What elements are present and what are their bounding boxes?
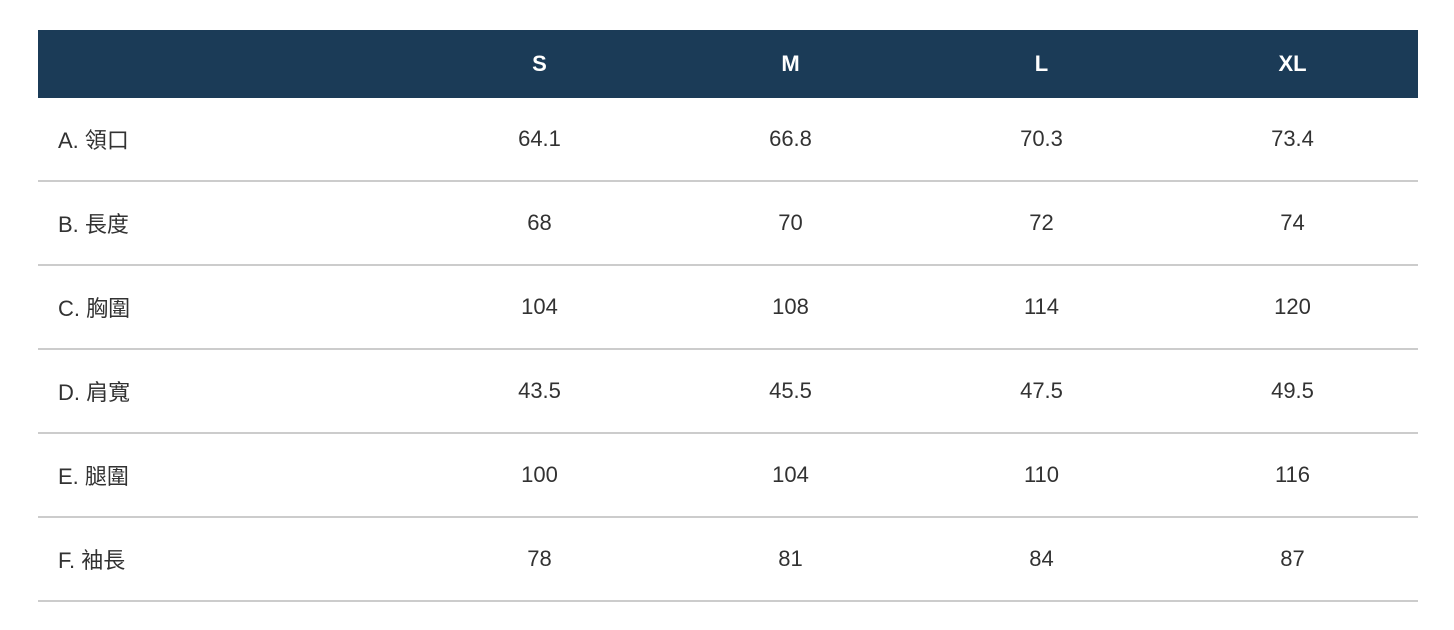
measurement-value: 100	[521, 462, 558, 487]
measurement-label: D. 肩寬	[58, 380, 131, 405]
measurement-value: 66.8	[769, 126, 812, 151]
measurement-value: 45.5	[769, 378, 812, 403]
measurement-value: 108	[772, 294, 809, 319]
measurement-value: 74	[1280, 210, 1305, 235]
table-row-neck: A. 領口 64.1 66.8 70.3 73.4	[38, 98, 1418, 182]
table-row-hem: E. 腿圍 100 104 110 116	[38, 434, 1418, 518]
measurement-value: 47.5	[1020, 378, 1063, 403]
measurement-value: 73.4	[1271, 126, 1314, 151]
measurement-value: 84	[1029, 546, 1054, 571]
size-column-header-s: S	[532, 51, 547, 76]
measurement-value: 70	[778, 210, 803, 235]
size-column-header-m: M	[781, 51, 800, 76]
measurement-value: 70.3	[1020, 126, 1063, 151]
measurement-label: B. 長度	[58, 212, 129, 237]
measurement-value: 68	[527, 210, 552, 235]
measurement-label: A. 領口	[58, 128, 129, 153]
measurement-label: C. 胸圍	[58, 296, 131, 321]
measurement-value: 110	[1023, 462, 1060, 487]
measurement-value: 116	[1274, 462, 1311, 487]
table-row-shoulder: D. 肩寬 43.5 45.5 47.5 49.5	[38, 350, 1418, 434]
measurement-value: 114	[1023, 294, 1060, 319]
size-column-header-l: L	[1034, 51, 1049, 76]
size-chart-header-row: S M L XL	[38, 30, 1418, 98]
size-column-header-xl: XL	[1278, 51, 1307, 76]
measurement-label: F. 袖長	[58, 548, 126, 573]
measurement-value: 120	[1274, 294, 1311, 319]
measurement-value: 81	[778, 546, 803, 571]
table-row-sleeve: F. 袖長 78 81 84 87	[38, 518, 1418, 602]
measurement-value: 49.5	[1271, 378, 1314, 403]
measurement-value: 43.5	[518, 378, 561, 403]
measurement-value: 78	[527, 546, 552, 571]
measurement-value: 104	[521, 294, 558, 319]
measurement-value: 87	[1280, 546, 1305, 571]
measurement-value: 104	[772, 462, 809, 487]
size-chart-table: S M L XL A. 領口 64.1 66.8 70.3 73.4 B. 長度…	[38, 30, 1418, 602]
table-row-chest: C. 胸圍 104 108 114 120	[38, 266, 1418, 350]
table-row-length: B. 長度 68 70 72 74	[38, 182, 1418, 266]
measurement-label: E. 腿圍	[58, 464, 129, 489]
measurement-value: 72	[1029, 210, 1054, 235]
measurement-value: 64.1	[518, 126, 561, 151]
